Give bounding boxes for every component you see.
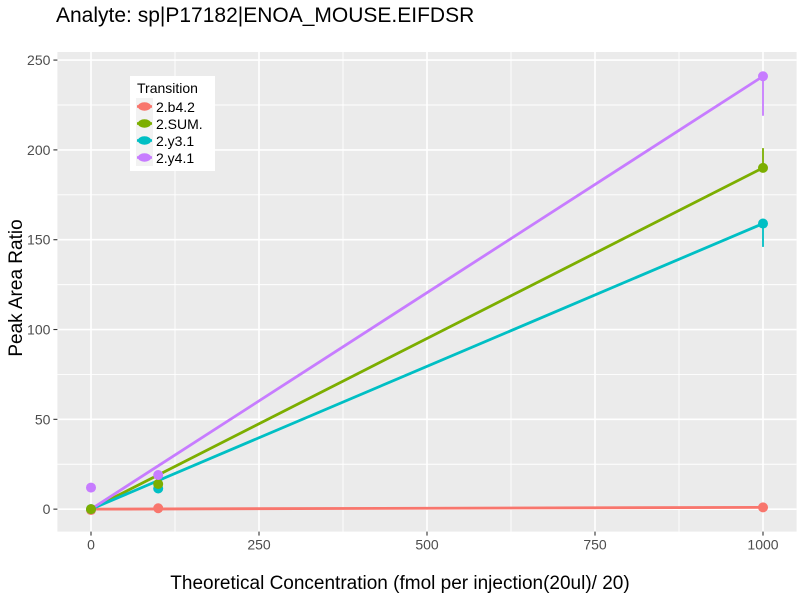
x-tick-label: 250: [247, 537, 271, 553]
data-point-2.SUM.: [758, 162, 768, 173]
legend-item-label: 2.y4.1: [156, 149, 195, 166]
y-tick-label: 100: [27, 322, 51, 338]
plot-title: Analyte: sp|P17182|ENOA_MOUSE.EIFDSR: [56, 4, 475, 27]
series-line-2.y3.1: [90, 222, 764, 511]
y-tick-label: 200: [27, 142, 51, 158]
legend-key-icon: [136, 149, 153, 166]
legend-key-icon: [136, 132, 153, 149]
x-tick-label: 1000: [747, 537, 778, 553]
legend-item: 2.y4.1: [136, 149, 203, 166]
y-tick-label: 150: [27, 232, 51, 248]
legend-item: 2.b4.2: [136, 98, 203, 115]
data-point-2.SUM.: [86, 504, 96, 515]
legend-item-label: 2.b4.2: [156, 98, 195, 115]
x-tick-label: 500: [415, 537, 439, 553]
data-point-2.y4.1: [153, 470, 164, 481]
x-tick-label: 750: [583, 537, 607, 553]
y-tick-label: 0: [43, 501, 51, 517]
legend-item: 2.y3.1: [136, 132, 203, 149]
data-point-2.y4.1: [758, 71, 768, 82]
legend-key-icon: [136, 115, 153, 132]
data-point-2.y3.1: [758, 218, 768, 229]
data-point-2.y4.1: [86, 482, 96, 493]
data-point-2.SUM.: [153, 478, 164, 489]
y-axis-title: Peak Area Ratio: [6, 219, 27, 356]
series-line-2.y4.1: [90, 75, 764, 511]
legend: Transition 2.b4.2 2.SUM. 2.y3.1 2.y4.1: [130, 76, 215, 171]
x-axis-title: Theoretical Concentration (fmol per inje…: [170, 573, 629, 594]
legend-key-icon: [136, 98, 153, 115]
legend-item-label: 2.y3.1: [156, 132, 195, 149]
x-tick-label: 0: [87, 537, 95, 553]
series-line-2.b4.2: [90, 505, 764, 511]
y-tick-label: 250: [27, 52, 51, 68]
legend-item-label: 2.SUM.: [156, 115, 203, 132]
legend-item: 2.SUM.: [136, 115, 203, 132]
legend-title: Transition: [137, 80, 198, 96]
data-point-2.b4.2: [153, 503, 164, 514]
y-tick-label: 50: [35, 411, 51, 427]
data-point-2.b4.2: [758, 502, 768, 513]
series-line-2.SUM.: [90, 166, 764, 511]
